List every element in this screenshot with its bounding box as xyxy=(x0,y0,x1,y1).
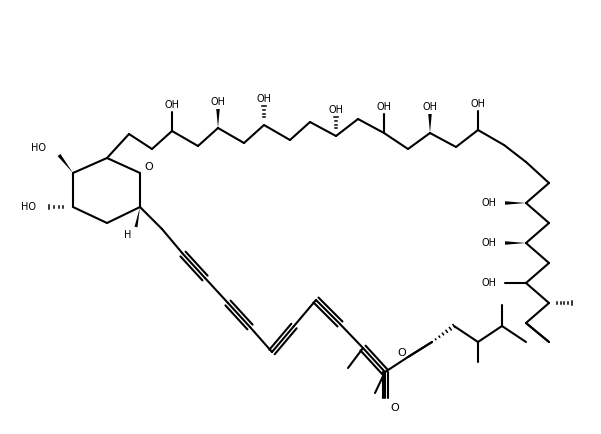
Text: OH: OH xyxy=(482,198,497,208)
Text: OH: OH xyxy=(210,97,225,107)
Text: H: H xyxy=(124,230,132,240)
Text: OH: OH xyxy=(165,100,180,110)
Polygon shape xyxy=(505,241,526,245)
Text: O: O xyxy=(398,348,406,358)
Polygon shape xyxy=(216,109,220,128)
Text: OH: OH xyxy=(376,102,391,112)
Polygon shape xyxy=(58,154,73,173)
Text: OH: OH xyxy=(423,102,438,112)
Text: O: O xyxy=(390,403,398,413)
Text: OH: OH xyxy=(329,105,344,115)
Text: OH: OH xyxy=(482,238,497,248)
Polygon shape xyxy=(505,201,526,205)
Text: HO: HO xyxy=(31,143,46,153)
Polygon shape xyxy=(429,114,432,133)
Text: OH: OH xyxy=(482,278,497,288)
Text: OH: OH xyxy=(471,99,486,109)
Polygon shape xyxy=(135,207,140,227)
Text: HO: HO xyxy=(21,202,36,212)
Text: OH: OH xyxy=(257,94,272,104)
Text: O: O xyxy=(145,162,153,172)
